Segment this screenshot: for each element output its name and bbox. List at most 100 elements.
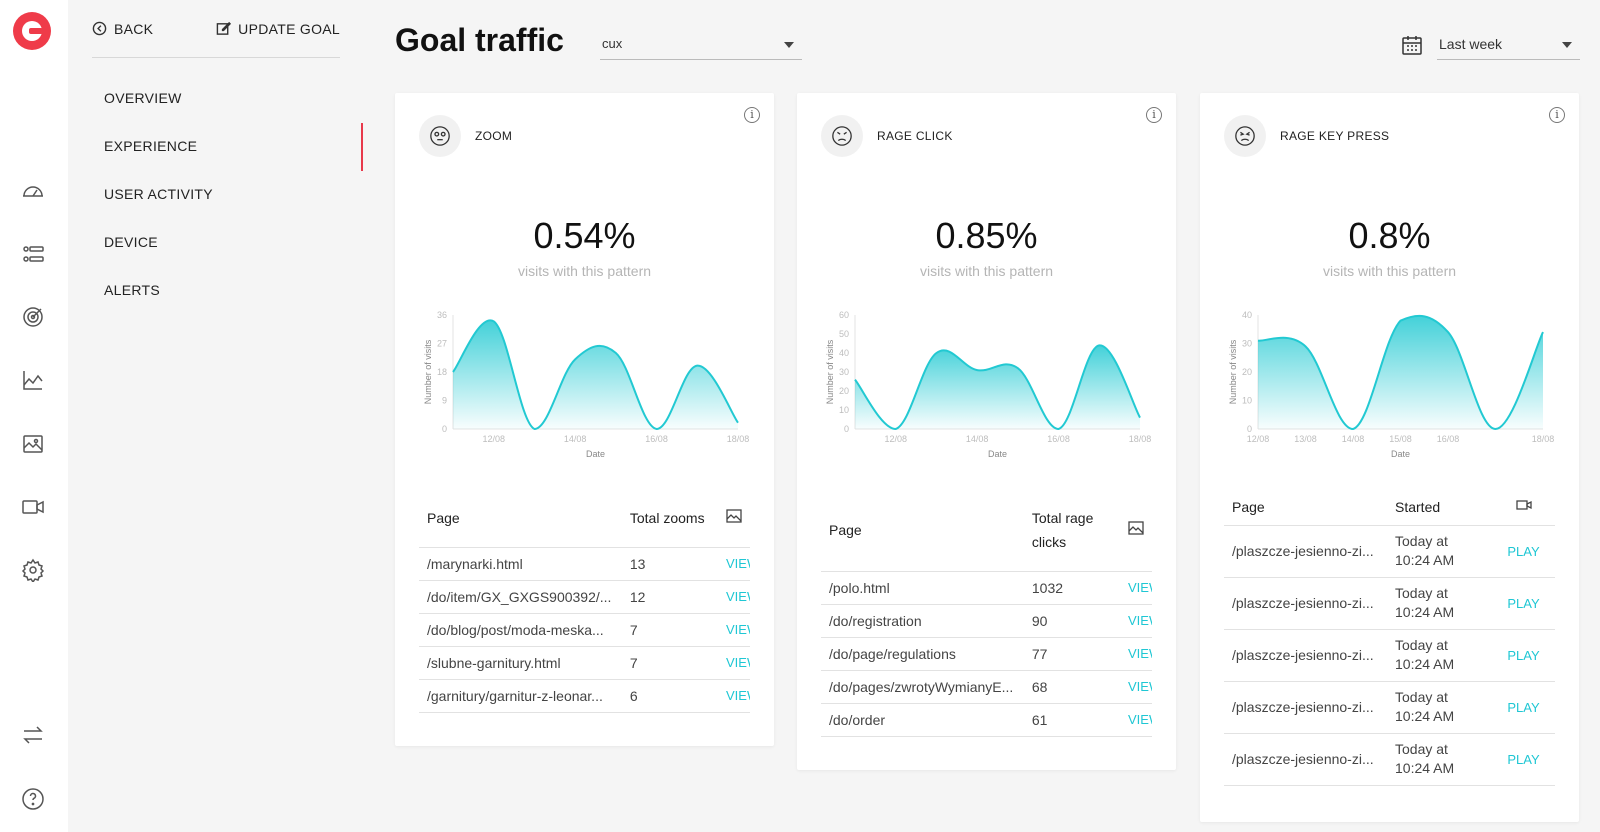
goal-dropdown[interactable]: cux xyxy=(600,33,802,60)
table-row: /do/blog/post/moda-meska...7VIEW xyxy=(419,613,750,647)
nav-alerts[interactable]: ALERTS xyxy=(104,282,161,298)
table-row: /slubne-garnitury.html7VIEW xyxy=(419,646,750,680)
segments-icon[interactable] xyxy=(20,241,46,267)
zoom-face-icon xyxy=(419,115,461,157)
update-goal-label: UPDATE GOAL xyxy=(238,20,340,37)
x-tick-label: 13/08 xyxy=(1294,434,1317,444)
heatmap-icon xyxy=(726,509,742,523)
play-button[interactable]: PLAY xyxy=(1492,733,1555,786)
view-link[interactable]: VIEW xyxy=(1119,604,1152,638)
table-header-row: Page Total zooms xyxy=(419,489,750,548)
nav-overview[interactable]: OVERVIEW xyxy=(104,90,182,106)
y-tick-label: 50 xyxy=(839,329,849,339)
play-button[interactable]: PLAY xyxy=(1492,629,1555,682)
series-line xyxy=(452,319,739,431)
heatmap-icon xyxy=(1128,521,1144,535)
nav-experience[interactable]: EXPERIENCE xyxy=(104,138,198,154)
info-icon[interactable]: i xyxy=(744,107,760,123)
info-icon[interactable]: i xyxy=(1146,107,1162,123)
view-link[interactable]: VIEW xyxy=(717,547,750,581)
total-count: 13 xyxy=(621,547,718,581)
y-axis-label: Number of visits xyxy=(825,339,835,404)
x-tick-label: 16/08 xyxy=(1047,434,1070,444)
view-link[interactable]: VIEW xyxy=(1119,670,1152,704)
dashboard-icon[interactable] xyxy=(20,178,46,204)
back-label: BACK xyxy=(114,20,154,37)
date-range-dropdown[interactable]: Last week xyxy=(1437,33,1580,60)
update-goal-button[interactable]: UPDATE GOAL xyxy=(216,21,340,37)
x-tick-label: 14/08 xyxy=(1342,434,1365,444)
play-button[interactable]: PLAY xyxy=(1492,681,1555,734)
total-count: 61 xyxy=(1023,703,1120,737)
info-icon[interactable]: i xyxy=(1549,107,1565,123)
col-started: Started xyxy=(1387,489,1492,526)
table-row: /do/page/regulations77VIEW xyxy=(821,637,1152,671)
settings-icon[interactable] xyxy=(20,557,46,583)
total-count: 77 xyxy=(1023,637,1120,671)
page-url: /plaszcze-jesienno-zi... xyxy=(1224,681,1387,734)
metric-value: 0.85% xyxy=(935,215,1038,256)
rage-key-press-card: RAGE KEY PRESS i 0.8% visits with this p… xyxy=(1200,93,1579,822)
sub-navigation: BACK UPDATE GOAL OVERVIEW EXPERIENCE USE… xyxy=(68,0,352,832)
col-recording xyxy=(1492,489,1555,526)
nav-device[interactable]: DEVICE xyxy=(104,234,158,250)
subnav-actions: BACK UPDATE GOAL xyxy=(92,0,340,58)
recordings-icon[interactable] xyxy=(20,494,46,520)
video-icon xyxy=(1515,500,1532,510)
calendar-icon[interactable] xyxy=(1400,33,1424,57)
page-url: /do/order xyxy=(821,703,1024,737)
x-tick-label: 16/08 xyxy=(645,434,668,444)
view-link[interactable]: VIEW xyxy=(1119,571,1152,605)
card-header: ZOOM xyxy=(419,115,512,157)
page-url: /do/page/regulations xyxy=(821,637,1024,671)
table-row: /do/registration90VIEW xyxy=(821,604,1152,638)
started-time: Today at 10:24 AM xyxy=(1387,681,1492,734)
play-button[interactable]: PLAY xyxy=(1492,577,1555,630)
view-link[interactable]: VIEW xyxy=(717,679,750,713)
col-page: Page xyxy=(419,489,622,548)
nav-user-activity[interactable]: USER ACTIVITY xyxy=(104,186,213,202)
goals-icon[interactable] xyxy=(20,304,46,330)
rage-click-card: RAGE CLICK i 0.85% visits with this patt… xyxy=(797,93,1176,770)
metric-value: 0.8% xyxy=(1348,215,1431,256)
x-axis-label: Date xyxy=(988,449,1007,459)
series-area xyxy=(1258,315,1543,429)
help-icon[interactable] xyxy=(20,786,46,812)
y-tick-label: 0 xyxy=(1247,424,1252,434)
table-header-row: Page Total rage clicks xyxy=(821,489,1152,572)
y-tick-label: 60 xyxy=(839,311,849,320)
page-url: /garnitury/garnitur-z-leonar... xyxy=(419,679,622,713)
rage-click-pages-table: Page Total rage clicks /polo.html 1032 VIE… xyxy=(821,489,1152,737)
angry-face-icon xyxy=(821,115,863,157)
col-page: Page xyxy=(821,489,1024,572)
goal-dropdown-value: cux xyxy=(602,36,623,51)
back-button[interactable]: BACK xyxy=(92,21,153,37)
table-row: /do/order61VIEW xyxy=(821,703,1152,737)
y-tick-label: 9 xyxy=(442,396,447,406)
y-axis-label: Number of visits xyxy=(423,339,433,404)
total-count: 7 xyxy=(621,646,718,680)
page-url: /marynarki.html xyxy=(419,547,622,581)
app-logo[interactable] xyxy=(13,12,51,50)
play-button[interactable]: PLAY xyxy=(1492,525,1555,578)
y-tick-label: 27 xyxy=(437,339,447,349)
zoom-chart: 0 9 18 27 36 12/08 14/08 16/08 18/08 Date Number o… xyxy=(423,311,749,459)
date-range-value: Last week xyxy=(1439,36,1503,52)
started-time: Today at 10:24 AM xyxy=(1387,577,1492,630)
heatmap-icon[interactable] xyxy=(20,431,46,457)
view-link[interactable]: VIEW xyxy=(717,646,750,680)
analytics-icon[interactable] xyxy=(20,367,46,393)
table-row: /do/pages/zwrotyWymianyE...68VIEW xyxy=(821,670,1152,704)
series-area xyxy=(855,345,1140,429)
view-link[interactable]: VIEW xyxy=(717,613,750,647)
view-link[interactable]: VIEW xyxy=(1119,637,1152,671)
page-url: /do/item/GX_GXGS900392/... xyxy=(419,580,622,614)
page-title: Goal traffic xyxy=(395,22,564,58)
view-link[interactable]: VIEW xyxy=(1119,703,1152,737)
table-header-row: Page Started xyxy=(1224,489,1555,526)
view-link[interactable]: VIEW xyxy=(717,580,750,614)
metric-name: RAGE KEY PRESS xyxy=(1280,129,1390,143)
switch-project-icon[interactable] xyxy=(20,722,46,748)
y-axis-label: Number of visits xyxy=(1228,339,1238,404)
x-tick-label: 12/08 xyxy=(482,434,505,444)
